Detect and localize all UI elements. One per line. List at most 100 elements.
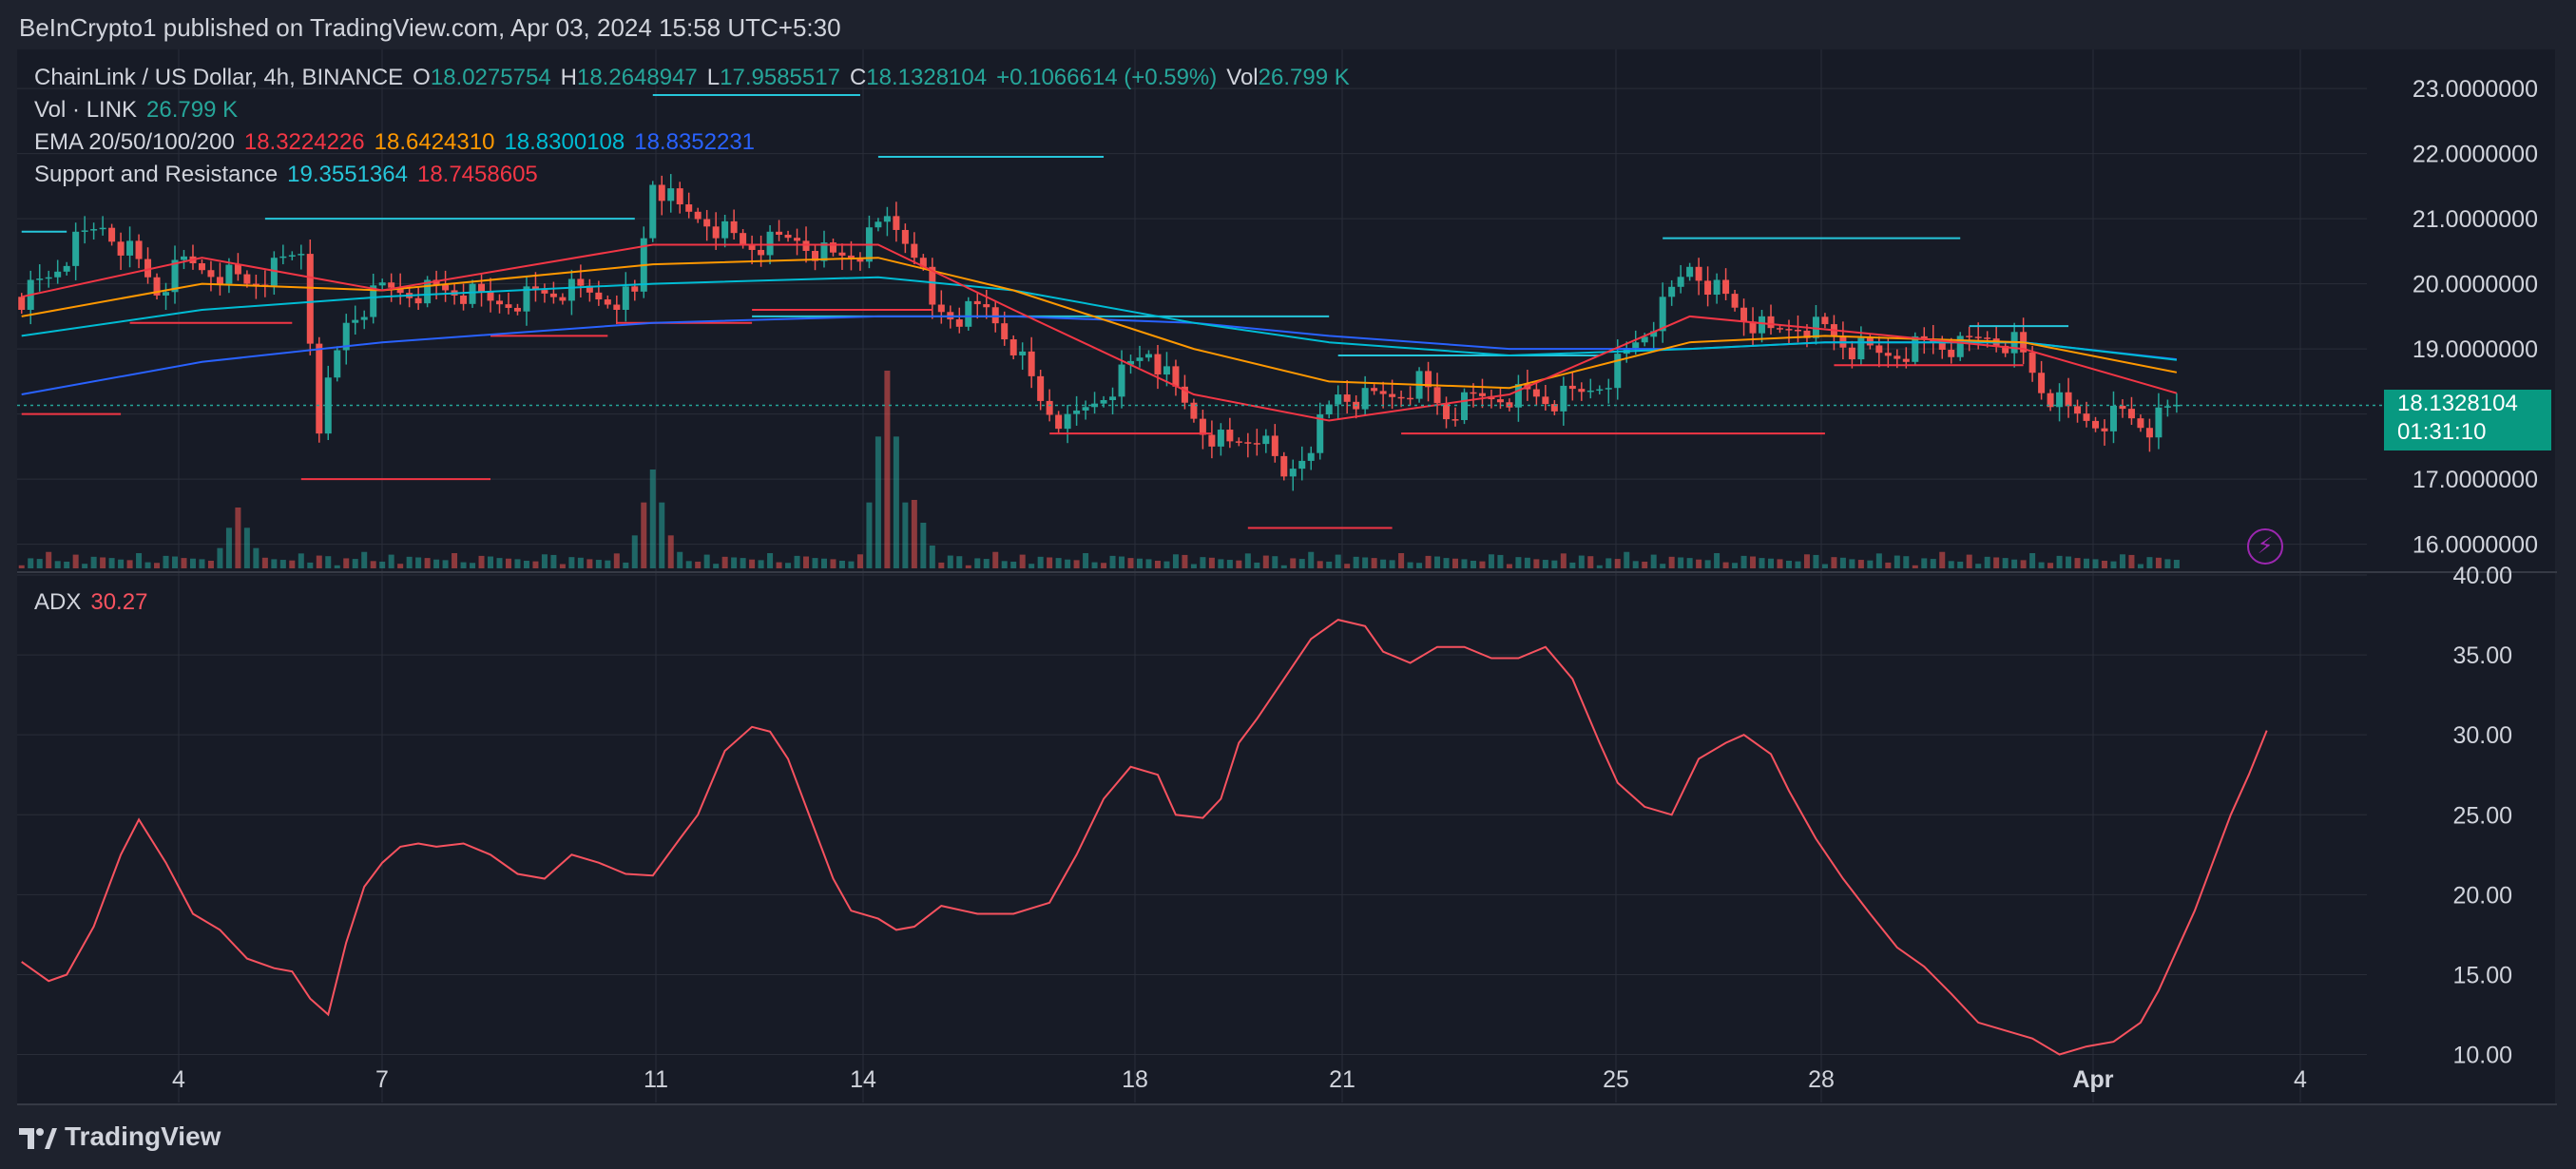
adx-legend[interactable]: ADX 30.27	[34, 589, 157, 616]
volume-bar	[1262, 555, 1269, 568]
candle-body	[1586, 390, 1594, 393]
candle-body	[937, 304, 945, 313]
low-label: L	[706, 65, 721, 90]
volume-bar	[875, 436, 881, 568]
candle-body	[352, 319, 359, 323]
candle-body	[965, 300, 972, 327]
volume-bar	[388, 554, 394, 568]
candle-body	[1532, 389, 1540, 397]
volume-bar	[1182, 554, 1188, 568]
volume-bar	[938, 562, 945, 568]
candle-body	[495, 300, 503, 305]
volume-bar	[316, 555, 322, 568]
candle-body	[1496, 399, 1504, 403]
volume-bar	[90, 556, 97, 568]
candle-body	[658, 184, 665, 201]
volume-bar	[1398, 553, 1405, 568]
candle-body	[460, 295, 468, 304]
candle-body	[740, 233, 747, 245]
volume-bar	[1019, 554, 1026, 568]
volume-bar	[713, 564, 720, 568]
volume-bar	[243, 527, 250, 568]
volume-bar	[1272, 556, 1278, 568]
volume-bar	[1055, 558, 1062, 568]
candle-body	[505, 304, 512, 308]
candle-body	[1001, 323, 1009, 340]
resistance-value: 19.3551364	[287, 162, 408, 187]
volume-bar	[261, 557, 268, 568]
volume-bar	[108, 558, 115, 568]
symbol-legend: ChainLink / US Dollar, 4h, BINANCE O18.02…	[34, 65, 1359, 91]
volume-bar	[163, 555, 169, 568]
volume-bar	[2011, 559, 2018, 568]
volume-bar	[1993, 557, 2000, 568]
volume-bar	[947, 555, 953, 568]
volume-bar	[1578, 555, 1585, 568]
candle-body	[2163, 406, 2171, 408]
volume-bar	[1172, 554, 1179, 568]
support-resistance-label: Support and Resistance	[34, 162, 279, 187]
lightning-icon[interactable]: ⚡	[2247, 528, 2283, 565]
volume-bar	[2137, 564, 2143, 568]
ema50-value: 18.6424310	[374, 129, 495, 155]
candle-body	[820, 242, 828, 261]
volume-bar	[866, 502, 873, 568]
volume-bar	[28, 558, 34, 568]
volume-bar	[1912, 565, 1918, 568]
volume-bar	[2164, 559, 2171, 568]
candle-body	[306, 254, 314, 344]
volume-bar	[172, 556, 179, 568]
price-tick-label: 19.0000000	[2413, 336, 2538, 363]
ema-lines	[17, 243, 2384, 422]
candle-body	[108, 227, 116, 242]
ema-legend[interactable]: EMA 20/50/100/200 18.3224226 18.6424310 18.…	[34, 129, 764, 156]
volume-bar	[2066, 556, 2072, 568]
candle-body	[1894, 355, 1901, 359]
volume-bar	[1218, 559, 1224, 568]
candle-body	[901, 229, 909, 244]
volume-bar	[1740, 555, 1747, 568]
adx-pane	[21, 619, 2268, 1056]
candle-body	[1298, 460, 1306, 470]
volume-bar	[1065, 559, 1071, 568]
volume-bar	[820, 558, 827, 568]
volume-bar	[1389, 560, 1395, 568]
candle-body	[829, 242, 836, 253]
volume-bar	[199, 559, 205, 568]
time-tick-label: 28	[1808, 1066, 1835, 1093]
candle-body	[1055, 414, 1063, 430]
candle-body	[523, 286, 530, 312]
candle-body	[991, 307, 999, 324]
volume-bar	[271, 559, 278, 568]
candle-body	[1848, 347, 1855, 360]
candle-body	[685, 204, 693, 212]
volume-bar	[974, 558, 981, 568]
candle-body	[1460, 392, 1468, 420]
candle-body	[549, 293, 557, 297]
candle-body	[676, 188, 683, 205]
volume-bar	[478, 555, 485, 568]
volume-bar	[1407, 562, 1413, 568]
volume-indicator-legend[interactable]: Vol · LINK 26.799 K	[34, 97, 247, 124]
volume-bar	[893, 436, 899, 568]
candle-body	[1253, 443, 1260, 445]
volume-bar	[2146, 557, 2153, 568]
volume-bar	[442, 560, 449, 568]
candle-body	[2028, 352, 2036, 374]
volume-bar	[1813, 554, 1819, 568]
candle-body	[54, 271, 62, 278]
support-resistance-legend[interactable]: Support and Resistance 19.3551364 18.74586…	[34, 162, 548, 188]
candle-body	[378, 282, 386, 286]
volume-bar	[181, 558, 187, 568]
candle-body	[712, 226, 720, 239]
candle-body	[955, 319, 963, 327]
candle-body	[1740, 307, 1748, 322]
candle-body	[1560, 385, 1567, 412]
tradingview-logo[interactable]: TradingView	[19, 1121, 221, 1152]
candle-body	[1677, 277, 1684, 287]
volume-bar	[667, 535, 674, 568]
volume-bar	[433, 559, 440, 568]
candle-body	[424, 279, 432, 304]
candle-body	[1271, 435, 1278, 456]
